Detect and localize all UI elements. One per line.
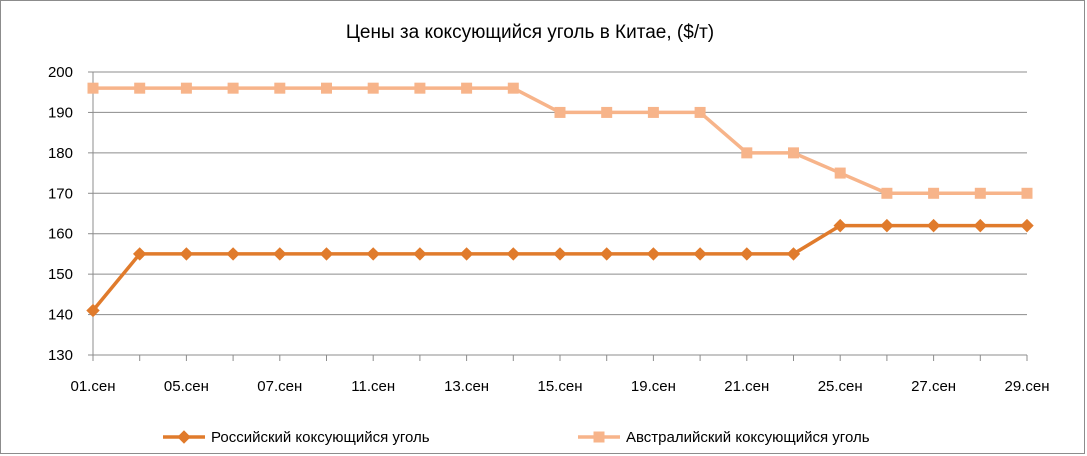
data-point: [834, 167, 846, 179]
y-tick-label: 140: [48, 307, 73, 324]
legend-label: Австралийский коксующийся уголь: [626, 429, 870, 446]
legend: Российский коксующийся уголь Австралийски…: [163, 429, 870, 446]
data-point: [321, 82, 332, 94]
data-point: [132, 247, 147, 261]
data-point: [554, 106, 566, 118]
x-tick-label: 13.сен: [444, 378, 489, 395]
data-point: [973, 218, 988, 233]
series-line-1: [93, 86, 1027, 196]
data-point: [459, 247, 474, 261]
data-point: [599, 247, 614, 261]
data-point: [833, 218, 847, 233]
x-tick-label: 29.сен: [1005, 378, 1050, 395]
x-tick-label: 25.сен: [818, 378, 863, 395]
data-point: [179, 247, 194, 261]
y-tick-label: 170: [48, 185, 73, 202]
data-point: [974, 187, 986, 199]
data-point: [786, 247, 801, 261]
x-tick-label: 05.сен: [164, 378, 209, 395]
series-line-0: [91, 223, 1027, 312]
data-point: [1020, 218, 1034, 233]
data-point: [788, 147, 799, 159]
data-point: [553, 247, 567, 261]
x-tick-label: 11.сен: [351, 378, 395, 395]
data-point: [413, 247, 427, 261]
data-point: [647, 106, 659, 118]
data-point: [646, 247, 661, 261]
y-axis-ticks: 130 140 150 160 170 180 190 200: [48, 64, 93, 364]
chart-title: Цены за коксующийся уголь в Китае, ($/т): [346, 22, 714, 43]
legend-marker: [593, 431, 605, 443]
data-point: [273, 247, 287, 261]
data-point: [601, 106, 613, 118]
data-point: [134, 82, 146, 94]
data-point: [506, 247, 521, 261]
data-point: [741, 147, 753, 159]
data-point: [319, 247, 334, 261]
y-tick-label: 180: [48, 145, 73, 162]
data-point: [507, 82, 519, 94]
y-tick-label: 190: [48, 104, 73, 121]
data-point: [226, 247, 240, 261]
data-point: [87, 82, 99, 94]
data-point: [1021, 187, 1033, 199]
data-point: [694, 106, 706, 118]
data-point: [414, 82, 426, 94]
data-point: [274, 82, 286, 94]
series-lines: [91, 86, 1027, 312]
y-tick-label: 150: [48, 266, 73, 283]
data-point: [86, 303, 100, 318]
series-markers: [86, 82, 1034, 318]
data-point: [180, 82, 192, 94]
data-point: [928, 187, 940, 199]
data-point: [740, 247, 754, 261]
data-point: [880, 218, 894, 233]
legend-label: Российский коксующийся уголь: [211, 429, 430, 446]
x-tick-label: 01.сен: [71, 378, 116, 395]
y-tick-label: 130: [48, 347, 73, 364]
x-tick-label: 19.сен: [631, 378, 676, 395]
data-point: [693, 247, 707, 261]
y-tick-label: 200: [48, 64, 73, 81]
data-point: [926, 218, 941, 233]
data-point: [461, 82, 473, 94]
x-tick-label: 21.сен: [724, 378, 769, 395]
x-axis: 01.сен 05.сен 07.сен 11.сен 13.сен 15.сен 19.с…: [71, 72, 1050, 395]
y-tick-label: 160: [48, 226, 73, 243]
x-tick-label: 15.сен: [538, 378, 583, 395]
data-point: [227, 82, 239, 94]
legend-marker: [177, 430, 191, 444]
x-tick-label: 27.сен: [911, 378, 956, 395]
data-point: [367, 82, 379, 94]
data-point: [881, 187, 893, 199]
data-point: [366, 247, 380, 261]
x-tick-label: 07.сен: [257, 378, 302, 395]
